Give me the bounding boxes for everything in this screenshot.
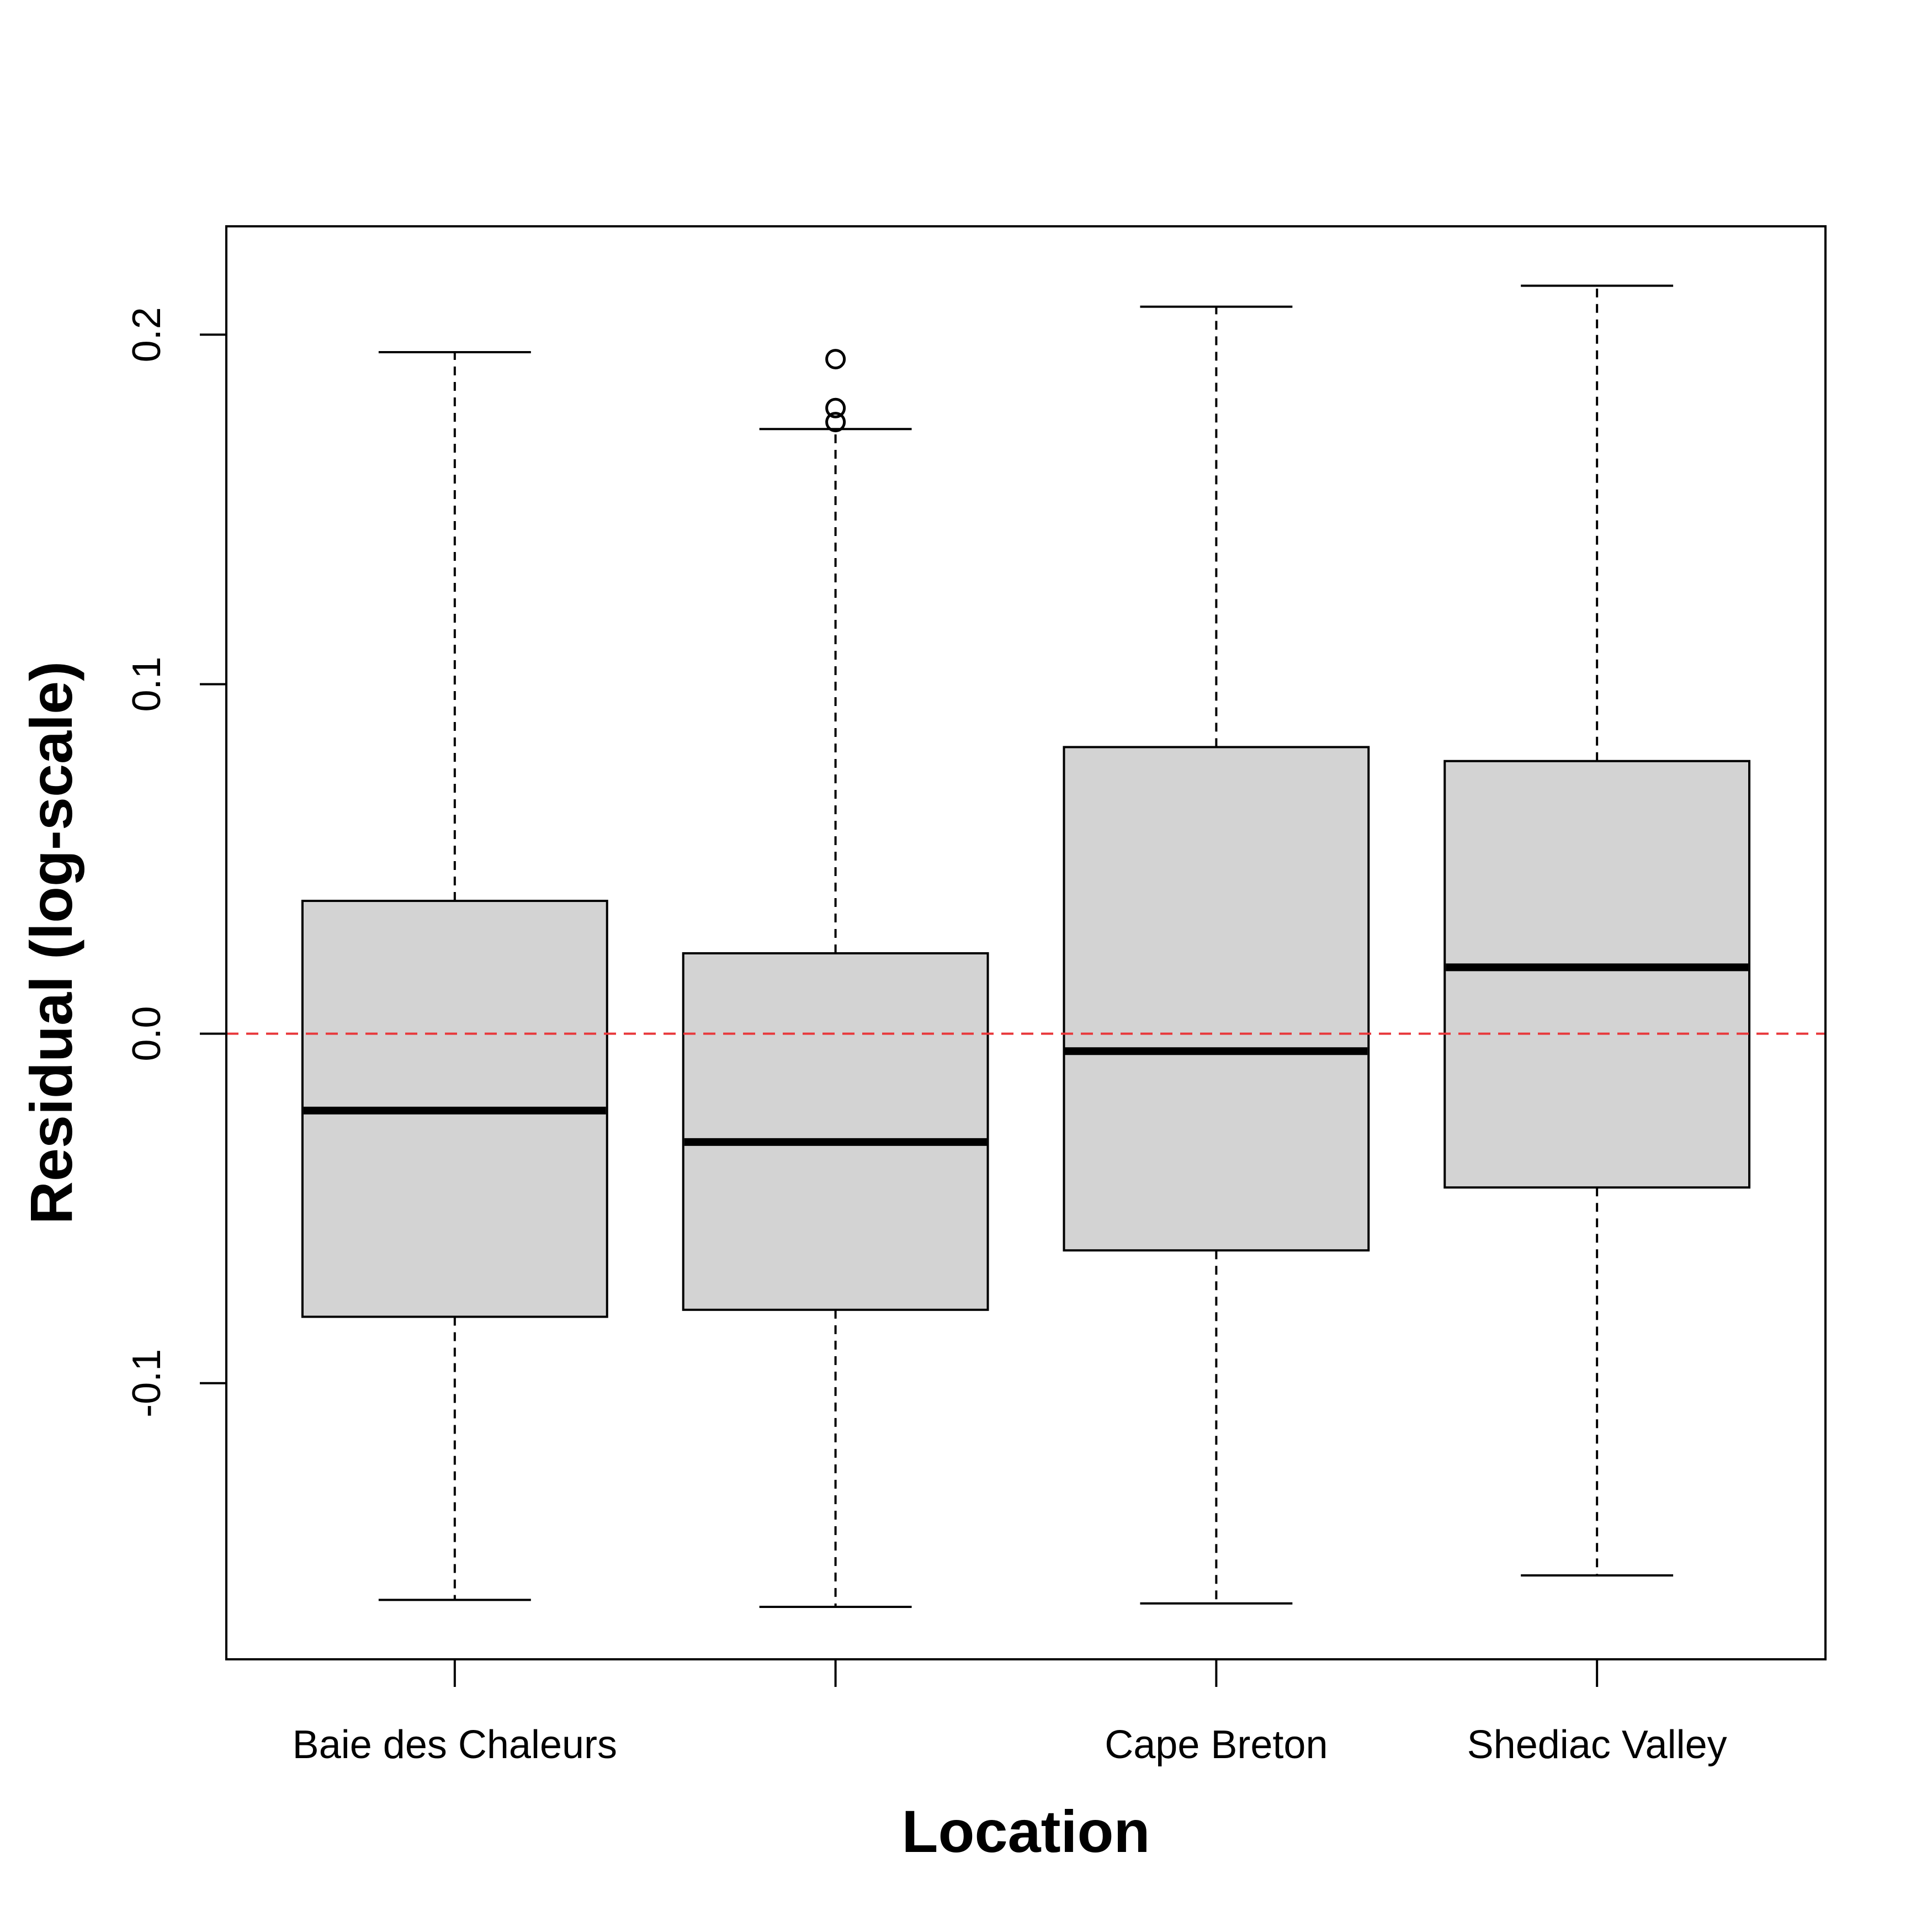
plot-frame bbox=[225, 225, 1827, 1660]
y-axis: -0.1 0.0 0.1 0.2 bbox=[125, 307, 226, 1418]
outlier-point bbox=[825, 397, 846, 418]
x-tick-label: Baie des Chaleurs bbox=[293, 1723, 617, 1767]
x-axis-title: Location bbox=[902, 1798, 1150, 1865]
box-group bbox=[682, 349, 989, 1609]
y-tick-label: -0.1 bbox=[125, 1349, 169, 1418]
x-axis: Baie des Chaleurs Cape Breton Shediac Vall… bbox=[293, 1659, 1727, 1767]
outlier-point bbox=[825, 349, 846, 370]
box-iqr bbox=[1063, 746, 1370, 1252]
plot-area bbox=[226, 284, 1825, 1609]
box-group bbox=[1443, 284, 1751, 1577]
x-tick-label: Cape Breton bbox=[1105, 1723, 1328, 1767]
y-axis-title: Residual (log-scale) bbox=[18, 661, 84, 1224]
y-tick-label: 0.0 bbox=[125, 1006, 169, 1061]
outlier-point bbox=[825, 412, 846, 433]
y-tick-label: 0.1 bbox=[125, 656, 169, 712]
box-iqr bbox=[682, 952, 989, 1311]
box-group bbox=[1063, 305, 1370, 1605]
x-tick-label: Shediac Valley bbox=[1467, 1723, 1727, 1767]
y-tick-label: 0.2 bbox=[125, 307, 169, 362]
box-iqr bbox=[1443, 760, 1751, 1189]
